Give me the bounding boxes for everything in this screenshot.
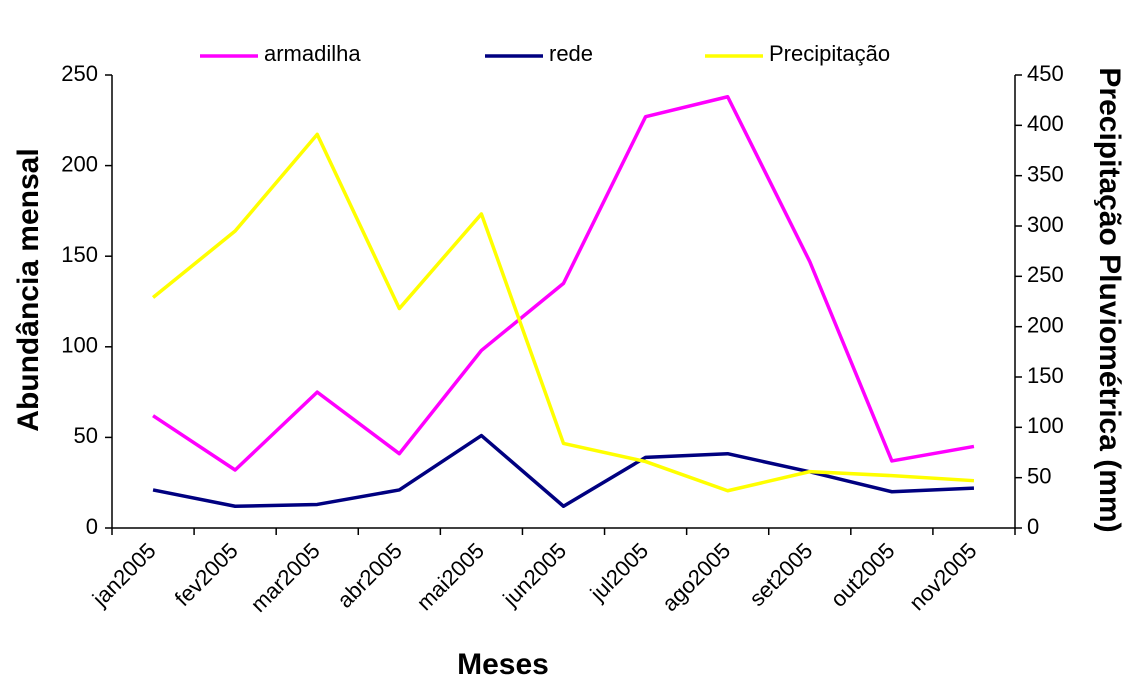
x-tick-label: mai2005 bbox=[412, 538, 489, 615]
y2-tick-label: 50 bbox=[1027, 463, 1051, 488]
x-axis-title: Meses bbox=[457, 648, 549, 681]
legend-label: armadilha bbox=[264, 41, 361, 66]
x-tick-label: jul2005 bbox=[585, 538, 654, 607]
y2-tick-label: 0 bbox=[1027, 514, 1039, 539]
y2-tick-label: 100 bbox=[1027, 413, 1064, 438]
x-tick-label: jan2005 bbox=[87, 538, 161, 612]
y2-tick-label: 150 bbox=[1027, 363, 1064, 388]
y-tick-label: 250 bbox=[61, 61, 98, 86]
y-tick-label: 50 bbox=[74, 423, 98, 448]
series-line bbox=[151, 132, 975, 493]
y-tick-label: 200 bbox=[61, 151, 98, 176]
x-tick-label: fev2005 bbox=[170, 538, 243, 611]
y-axis-title: Abundância mensal bbox=[12, 148, 45, 431]
y2-tick-label: 350 bbox=[1027, 161, 1064, 186]
x-tick-label: nov2005 bbox=[904, 538, 981, 615]
y2-tick-label: 250 bbox=[1027, 262, 1064, 287]
x-tick-label: jun2005 bbox=[497, 538, 571, 612]
y-tick-label: 150 bbox=[61, 242, 98, 267]
legend-label: rede bbox=[549, 41, 593, 66]
x-tick-label: ago2005 bbox=[657, 538, 735, 616]
y2-tick-label: 450 bbox=[1027, 61, 1064, 86]
x-tick-label: out2005 bbox=[826, 538, 900, 612]
series-line bbox=[152, 433, 975, 509]
legend-label: Precipitação bbox=[769, 41, 890, 66]
series-line bbox=[152, 94, 975, 472]
y2-axis-title: Precipitação Pluviométrica (mm) bbox=[1093, 67, 1126, 532]
y-tick-label: 100 bbox=[61, 333, 98, 358]
x-tick-label: mar2005 bbox=[246, 538, 325, 617]
y-tick-label: 0 bbox=[86, 514, 98, 539]
y2-tick-label: 400 bbox=[1027, 111, 1064, 136]
y2-tick-label: 300 bbox=[1027, 212, 1064, 237]
x-tick-label: abr2005 bbox=[332, 538, 407, 613]
y2-tick-label: 200 bbox=[1027, 312, 1064, 337]
x-tick-label: set2005 bbox=[744, 538, 817, 611]
